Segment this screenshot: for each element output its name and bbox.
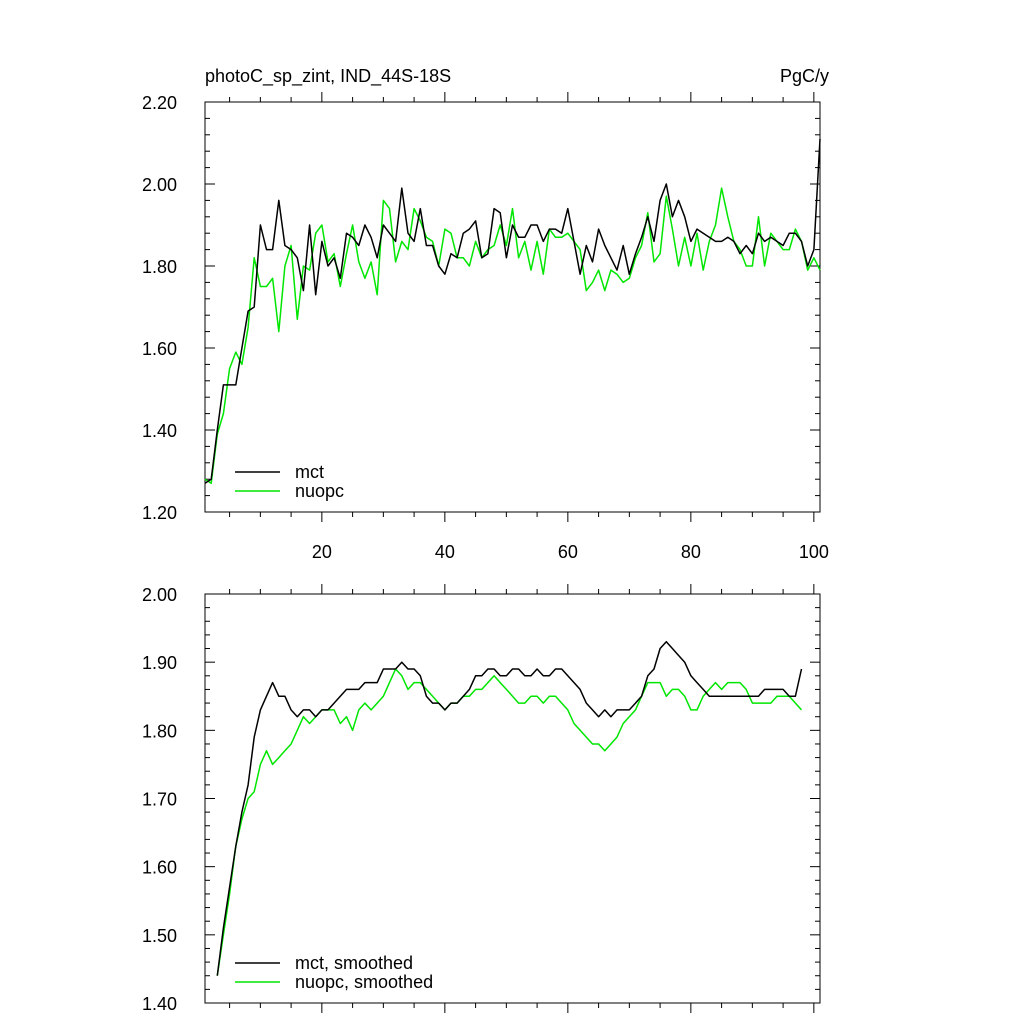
top-xtick-label: 20 bbox=[312, 542, 332, 562]
bottom-ytick-label: 1.40 bbox=[142, 994, 177, 1014]
top-ytick-label: 1.60 bbox=[142, 339, 177, 359]
top-ytick-label: 1.40 bbox=[142, 421, 177, 441]
top-ytick-label: 2.00 bbox=[142, 175, 177, 195]
bottom-series-line-nuopc-smoothed bbox=[216, 668, 803, 976]
bottom-series-line-mct-smoothed bbox=[216, 640, 803, 976]
top-xtick-label: 100 bbox=[799, 542, 829, 562]
bottom-legend-label: nuopc, smoothed bbox=[295, 972, 433, 992]
top-xtick-label: 60 bbox=[558, 542, 578, 562]
bottom-ytick-label: 1.60 bbox=[142, 858, 177, 878]
bottom-legend-label: mct, smoothed bbox=[295, 953, 413, 973]
top-ytick-label: 1.20 bbox=[142, 503, 177, 523]
top-ytick-label: 2.20 bbox=[142, 93, 177, 113]
bottom-ytick-label: 1.90 bbox=[142, 653, 177, 673]
top-series-line-mct bbox=[204, 138, 821, 484]
chart-title: photoC_sp_zint, IND_44S-18S bbox=[205, 66, 451, 87]
top-plot-frame bbox=[204, 101, 821, 513]
top-ytick-label: 1.80 bbox=[142, 257, 177, 277]
bottom-ytick-label: 2.00 bbox=[142, 585, 177, 605]
top-legend-label: mct bbox=[295, 462, 324, 482]
bottom-ytick-label: 1.80 bbox=[142, 721, 177, 741]
bottom-ytick-label: 1.70 bbox=[142, 790, 177, 810]
bottom-ytick-label: 1.50 bbox=[142, 926, 177, 946]
top-legend-label: nuopc bbox=[295, 481, 344, 501]
top-series-line-nuopc bbox=[204, 187, 821, 485]
top-panel: 1.20 1.40 1.60 1.80 2.00 2.20 20 40 60 80 100 mctnu… bbox=[142, 92, 829, 562]
top-xtick-label: 80 bbox=[681, 542, 701, 562]
top-xtick-label: 40 bbox=[435, 542, 455, 562]
bottom-panel: 1.40 1.50 1.60 1.70 1.80 1.90 2.00 mct, smoothe… bbox=[142, 584, 821, 1014]
bottom-plot-frame bbox=[204, 593, 821, 1004]
chart-units: PgC/y bbox=[780, 66, 829, 86]
